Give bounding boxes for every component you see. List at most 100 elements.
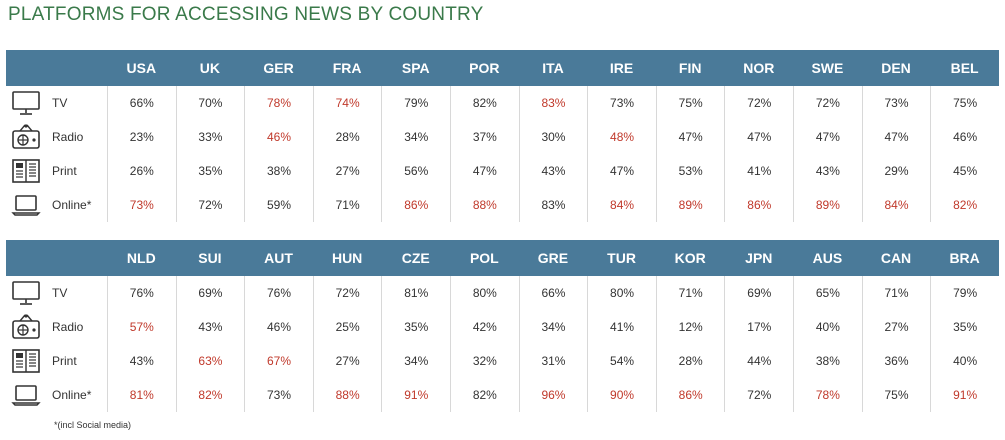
table-row: Online* 73% 72% 59% 71% 86% 88% 83% 84% 89% 86% 89%… [6, 188, 999, 222]
value-cell: 73% [587, 86, 656, 120]
column-header-pol: POL [469, 250, 499, 266]
value-cell: 80% [587, 276, 656, 310]
value-cell: 72% [175, 188, 245, 222]
row-label-text: TV [52, 96, 68, 110]
column-header-usa: USA [126, 60, 157, 76]
table-row: TV 66% 70% 78% 74% 79% 82% 83% 73% 75% 72% 72% 73% 75… [6, 86, 999, 120]
value-cell: 40% [930, 344, 999, 378]
page-title: PLATFORMS FOR ACCESSING NEWS BY COUNTRY [8, 4, 484, 25]
value-cell: 76% [107, 276, 176, 310]
value-cell: 27% [861, 310, 931, 344]
platform-table-2: NLD SUI AUT HUN CZE POL GRE TUR KOR JPN AUS CAN BRA T… [6, 240, 999, 412]
row-label: Online* [6, 378, 107, 412]
row-label: Online* [6, 188, 107, 222]
table-header: NLD SUI AUT HUN CZE POL GRE TUR KOR JPN AUS CAN BRA [6, 240, 999, 276]
value-cell: 44% [724, 344, 793, 378]
value-cell: 42% [450, 310, 519, 344]
row-label: Print [6, 154, 107, 188]
value-cell: 72% [724, 378, 793, 412]
value-cell: 34% [381, 344, 450, 378]
value-cell: 81% [381, 276, 450, 310]
column-header-ita: ITA [542, 60, 564, 76]
value-cell: 69% [175, 276, 245, 310]
value-cell: 47% [793, 120, 862, 154]
value-cell: 36% [861, 344, 931, 378]
column-header-can: CAN [880, 250, 912, 266]
value-cell: 72% [724, 86, 793, 120]
value-cell: 78% [793, 378, 862, 412]
column-header-gre: GRE [537, 250, 569, 266]
row-label: Radio [6, 310, 107, 344]
value-cell: 88% [312, 378, 382, 412]
value-cell: 79% [930, 276, 999, 310]
newspaper-icon [10, 157, 42, 185]
column-header-swe: SWE [811, 60, 844, 76]
value-cell: 74% [312, 86, 382, 120]
row-label: TV [6, 86, 107, 120]
value-cell: 43% [175, 310, 245, 344]
value-cell: 89% [655, 188, 725, 222]
value-cell: 75% [930, 86, 999, 120]
value-cell: 73% [861, 86, 931, 120]
value-cell: 32% [450, 344, 519, 378]
row-label-text: Online* [52, 388, 92, 402]
value-cell: 96% [518, 378, 588, 412]
value-cell: 40% [793, 310, 862, 344]
value-cell: 53% [655, 154, 725, 188]
laptop-icon [10, 381, 42, 409]
value-cell: 72% [793, 86, 862, 120]
value-cell: 71% [655, 276, 725, 310]
value-cell: 89% [793, 188, 862, 222]
value-cell: 88% [450, 188, 519, 222]
value-cell: 72% [312, 276, 382, 310]
value-cell: 29% [861, 154, 931, 188]
value-cell: 90% [587, 378, 656, 412]
column-header-ger: GER [263, 60, 294, 76]
value-cell: 82% [450, 86, 519, 120]
value-cell: 86% [724, 188, 793, 222]
value-cell: 84% [587, 188, 656, 222]
value-cell: 17% [724, 310, 793, 344]
column-header-fin: FIN [678, 60, 702, 76]
column-header-nld: NLD [126, 250, 156, 266]
value-cell: 47% [861, 120, 931, 154]
value-cell: 78% [244, 86, 313, 120]
tv-icon [10, 89, 42, 117]
tv-icon [10, 279, 42, 307]
laptop-icon [10, 191, 42, 219]
value-cell: 28% [312, 120, 382, 154]
value-cell: 73% [107, 188, 176, 222]
value-cell: 23% [107, 120, 176, 154]
value-cell: 41% [587, 310, 656, 344]
value-cell: 80% [450, 276, 519, 310]
value-cell: 37% [450, 120, 519, 154]
value-cell: 30% [518, 120, 588, 154]
value-cell: 63% [175, 344, 245, 378]
column-header-kor: KOR [674, 250, 706, 266]
value-cell: 47% [724, 120, 793, 154]
value-cell: 38% [793, 344, 862, 378]
value-cell: 83% [518, 188, 588, 222]
value-cell: 35% [381, 310, 450, 344]
value-cell: 28% [655, 344, 725, 378]
value-cell: 35% [930, 310, 999, 344]
value-cell: 76% [244, 276, 313, 310]
value-cell: 79% [381, 86, 450, 120]
value-cell: 34% [518, 310, 588, 344]
value-cell: 45% [930, 154, 999, 188]
value-cell: 70% [175, 86, 245, 120]
radio-icon [10, 123, 42, 151]
row-label-text: Radio [52, 130, 84, 144]
value-cell: 83% [518, 86, 588, 120]
value-cell: 26% [107, 154, 176, 188]
column-header-den: DEN [881, 60, 911, 76]
value-cell: 46% [244, 310, 313, 344]
value-cell: 41% [724, 154, 793, 188]
column-header-hun: HUN [331, 250, 363, 266]
column-header-tur: TUR [607, 250, 636, 266]
column-header-cze: CZE [401, 250, 430, 266]
table-row: Radio 23% 33% 46% 28% 34% 37% 30% 48% 47% 47% 47% 47… [6, 120, 999, 154]
table-row: Print 43% 63% 67% 27% 34% 32% 31% 54% 28% 44% 38% 36… [6, 344, 999, 378]
value-cell: 71% [861, 276, 931, 310]
column-header-nor: NOR [743, 60, 775, 76]
